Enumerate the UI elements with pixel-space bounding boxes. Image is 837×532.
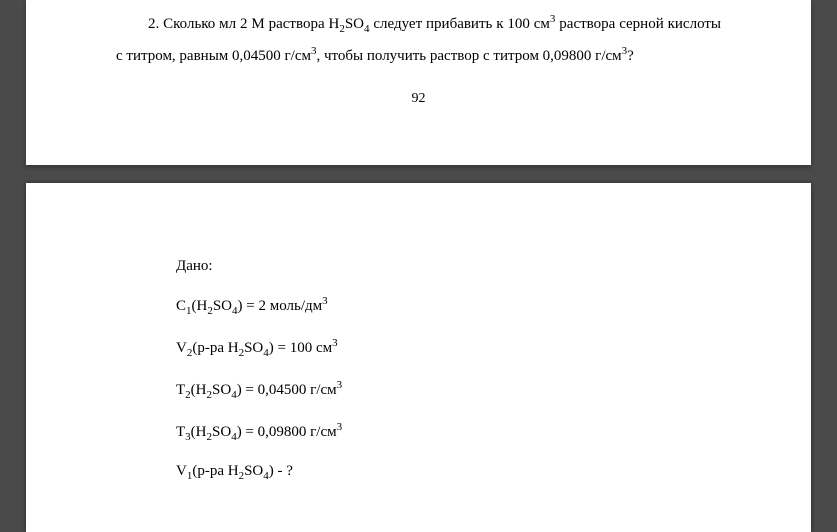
page-lower: Дано: C1(H2SO4) = 2 моль/дм3 V2(р-ра H2S… — [26, 183, 811, 532]
var-symbol: C — [176, 298, 186, 314]
problem-text-1c: следует прибавить к 100 см — [370, 16, 550, 32]
problem-text-1a: Сколько мл 2 М раствора H — [163, 16, 339, 32]
value-text: ) = 2 моль/дм — [238, 298, 323, 314]
var-symbol: V — [176, 340, 187, 356]
problem-text-3b: ? — [627, 48, 634, 64]
problem-number: 2. — [148, 16, 159, 32]
given-line-2: V2(р-ра H2SO4) = 100 см3 — [176, 337, 721, 359]
var-symbol: T — [176, 382, 185, 398]
page-upper: 2. Сколько мл 2 М раствора H2SO4 следует… — [26, 0, 811, 165]
var-symbol: T — [176, 424, 185, 440]
given-label: Дано: — [176, 258, 721, 275]
given-line-4: T3(H2SO4) = 0,09800 г/см3 — [176, 421, 721, 443]
given-section: Дано: C1(H2SO4) = 2 моль/дм3 V2(р-ра H2S… — [176, 258, 721, 482]
problem-statement: 2. Сколько мл 2 М раствора H2SO4 следует… — [116, 8, 721, 71]
problem-text-3a: титром 0,09800 г/см — [493, 48, 621, 64]
var-symbol: V — [176, 463, 187, 479]
chem-text: SO — [244, 340, 263, 356]
problem-text-2b: , чтобы получить раствор с — [317, 48, 490, 64]
unit-sup: 3 — [337, 421, 343, 433]
chem-text: (H — [191, 382, 207, 398]
page-number: 92 — [116, 91, 721, 107]
problem-text-1d: раствора — [555, 16, 615, 32]
given-line-3: T2(H2SO4) = 0,04500 г/см3 — [176, 379, 721, 401]
unit-sup: 3 — [332, 337, 338, 349]
chem-text: SO — [212, 424, 231, 440]
chem-text: (H — [192, 298, 208, 314]
unit-sup: 3 — [322, 295, 328, 307]
chem-text: (р-ра H — [192, 463, 238, 479]
chem-text: SO — [213, 298, 232, 314]
chem-text: SO — [212, 382, 231, 398]
value-text: ) = 0,04500 г/см — [237, 382, 337, 398]
chem-text: (р-ра H — [192, 340, 238, 356]
value-text: ) = 0,09800 г/см — [237, 424, 337, 440]
chem-text: (H — [191, 424, 207, 440]
unit-sup: 3 — [337, 379, 343, 391]
chem-text: SO — [244, 463, 263, 479]
given-line-5: V1(р-ра H2SO4) - ? — [176, 463, 721, 482]
value-text: ) = 100 см — [269, 340, 332, 356]
value-text: ) - ? — [269, 463, 293, 479]
given-line-1: C1(H2SO4) = 2 моль/дм3 — [176, 295, 721, 317]
problem-text-1b: SO — [345, 16, 364, 32]
